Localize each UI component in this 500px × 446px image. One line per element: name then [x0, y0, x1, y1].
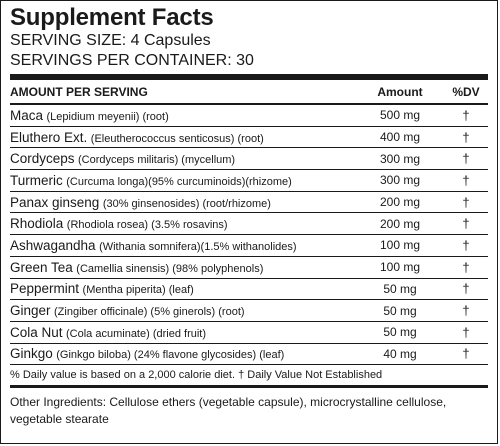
- ingredient-cell: Cordyceps (Cordyceps militaris) (mycellu…: [10, 151, 356, 166]
- ingredient-dv: †: [462, 194, 470, 210]
- ingredient-amount: 300 mg: [379, 173, 421, 188]
- ingredient-name: Turmeric: [10, 172, 63, 188]
- header-dv: %DV: [452, 84, 480, 99]
- table-row: Rhodiola (Rhodiola rosea) (3.5% rosavins…: [10, 213, 488, 236]
- ingredient-dv: †: [462, 324, 470, 340]
- ingredient-description: (Eleutherococcus senticosus) (root): [90, 132, 264, 145]
- table-row: Turmeric (Curcuma longa)(95% curcuminoid…: [10, 170, 488, 192]
- ingredient-amount: 100 mg: [379, 260, 421, 275]
- serving-size: SERVING SIZE: 4 Capsules: [10, 32, 211, 49]
- ingredient-name: Ginkgo: [10, 346, 53, 362]
- ingredient-name: Green Tea: [10, 259, 73, 275]
- table-row: Eluthero Ext. (Eleutherococcus senticosu…: [10, 127, 488, 149]
- ingredient-name: Cordyceps: [10, 151, 75, 167]
- ingredient-dv: †: [462, 237, 470, 253]
- ingredient-cell: Rhodiola (Rhodiola rosea) (3.5% rosavins…: [10, 216, 356, 231]
- ingredient-cell: Eluthero Ext. (Eleutherococcus senticosu…: [10, 130, 356, 145]
- ingredient-description: (Mentha piperita) (leaf): [82, 284, 194, 297]
- daily-value-footnote: % Daily value is based on a 2,000 calori…: [10, 365, 488, 389]
- ingredient-description: (Ginkgo biloba) (24% flavone glycosides)…: [56, 349, 285, 362]
- ingredient-dv: †: [462, 216, 470, 232]
- table-row: Maca (Lepidium meyenii) (root) 500 mg †: [10, 105, 488, 127]
- ingredient-name: Rhodiola: [10, 216, 64, 232]
- table-row: Green Tea (Camellia sinensis) (98% polyp…: [10, 257, 488, 279]
- panel-title: Supplement Facts: [10, 4, 214, 31]
- ingredient-dv: †: [462, 172, 470, 188]
- table-row: Panax ginseng (30% ginsenosides) (root/r…: [10, 192, 488, 214]
- ingredient-cell: Turmeric (Curcuma longa)(95% curcuminoid…: [10, 173, 356, 188]
- ingredient-description: (Lepidium meyenii) (root): [46, 110, 169, 123]
- ingredient-description: (Withania somnifera)(1.5% withanolides): [99, 240, 297, 253]
- ingredient-table: Maca (Lepidium meyenii) (root) 500 mg † Elu…: [10, 105, 488, 366]
- ingredient-dv: †: [462, 346, 470, 362]
- ingredient-description: (Curcuma longa)(95% curcuminoids)(rhizom…: [66, 175, 292, 188]
- ingredient-name: Eluthero Ext.: [10, 129, 88, 145]
- ingredient-dv: †: [462, 259, 470, 275]
- ingredient-name: Ginger: [10, 303, 51, 319]
- ingredient-amount: 200 mg: [379, 195, 421, 210]
- ingredient-amount: 40 mg: [383, 346, 417, 361]
- other-ingredients: Other Ingredients: Cellulose ethers (veg…: [10, 395, 447, 427]
- ingredient-cell: Green Tea (Camellia sinensis) (98% polyp…: [10, 260, 356, 275]
- ingredient-name: Maca: [10, 107, 44, 123]
- ingredient-amount: 50 mg: [383, 281, 417, 296]
- ingredient-description: (Camellia sinensis) (98% polyphenols): [76, 262, 264, 275]
- ingredient-description: (30% ginsenosides) (root/rhizome): [102, 197, 271, 210]
- thick-divider: [10, 74, 488, 80]
- ingredient-cell: Peppermint (Mentha piperita) (leaf): [10, 281, 356, 296]
- ingredient-name: Panax ginseng: [10, 194, 100, 210]
- ingredient-amount: 400 mg: [379, 130, 421, 145]
- table-header: AMOUNT PER SERVING Amount %DV: [10, 80, 488, 105]
- ingredient-cell: Cola Nut (Cola acuminate) (dried fruit): [10, 325, 356, 340]
- header-amount: Amount: [377, 84, 423, 99]
- table-row: Ginkgo (Ginkgo biloba) (24% flavone glyc…: [10, 344, 488, 366]
- table-row: Ashwagandha (Withania somnifera)(1.5% wi…: [10, 235, 488, 257]
- table-row: Peppermint (Mentha piperita) (leaf) 50 mg…: [10, 279, 488, 301]
- ingredient-cell: Maca (Lepidium meyenii) (root): [10, 108, 356, 123]
- table-row: Cola Nut (Cola acuminate) (dried fruit) 5…: [10, 322, 488, 344]
- ingredient-name: Cola Nut: [10, 324, 63, 340]
- ingredient-amount: 100 mg: [379, 238, 421, 253]
- ingredient-dv: †: [462, 107, 470, 123]
- table-row: Ginger (Zingiber officinale) (5% ginerol…: [10, 300, 488, 322]
- ingredient-name: Ashwagandha: [10, 237, 96, 253]
- servings-per-container: SERVINGS PER CONTAINER: 30: [10, 52, 254, 69]
- ingredient-dv: †: [462, 129, 470, 145]
- ingredient-description: (Zingiber officinale) (5% ginerols) (roo…: [54, 306, 245, 319]
- ingredient-amount: 500 mg: [379, 108, 421, 123]
- ingredient-dv: †: [462, 151, 470, 167]
- ingredient-description: (Cola acuminate) (dried fruit): [66, 327, 207, 340]
- ingredient-amount: 200 mg: [379, 216, 421, 231]
- ingredient-description: (Rhodiola rosea) (3.5% rosavins): [66, 219, 228, 232]
- ingredient-description: (Cordyceps militaris) (mycellum): [78, 154, 236, 167]
- ingredient-amount: 50 mg: [383, 325, 417, 340]
- ingredient-cell: Ginger (Zingiber officinale) (5% ginerol…: [10, 303, 356, 318]
- table-row: Cordyceps (Cordyceps militaris) (mycellu…: [10, 148, 488, 171]
- ingredient-amount: 300 mg: [379, 151, 421, 166]
- header-amount-per-serving: AMOUNT PER SERVING: [10, 84, 148, 99]
- ingredient-cell: Ashwagandha (Withania somnifera)(1.5% wi…: [10, 238, 356, 253]
- ingredient-cell: Panax ginseng (30% ginsenosides) (root/r…: [10, 195, 356, 210]
- ingredient-amount: 50 mg: [383, 303, 417, 318]
- ingredient-cell: Ginkgo (Ginkgo biloba) (24% flavone glyc…: [10, 346, 356, 361]
- ingredient-dv: †: [462, 303, 470, 319]
- ingredient-dv: †: [462, 281, 470, 297]
- ingredient-name: Peppermint: [10, 281, 80, 297]
